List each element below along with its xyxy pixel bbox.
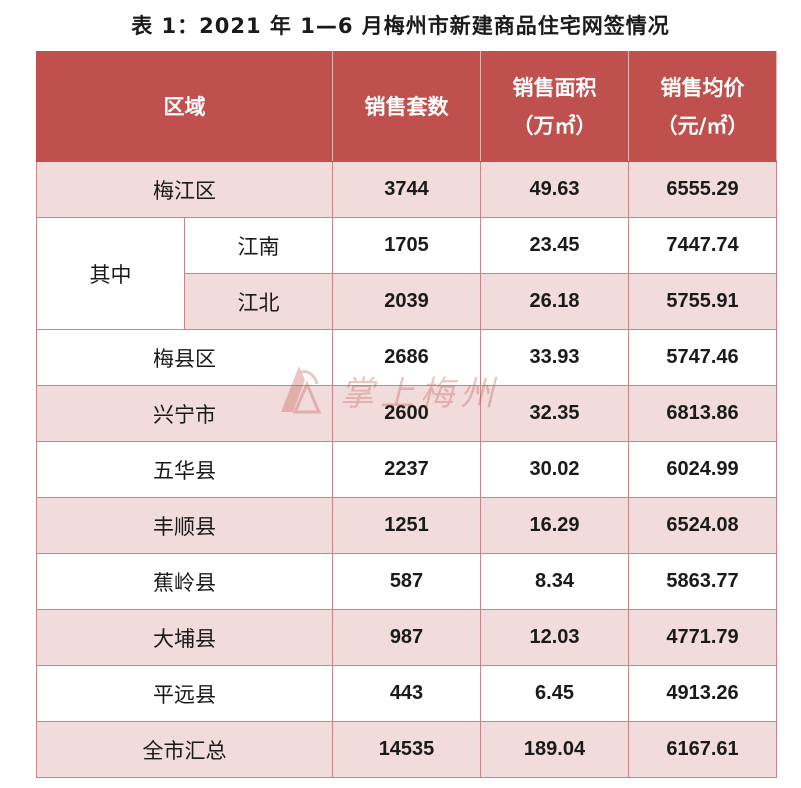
price-cell: 6524.08	[628, 497, 777, 554]
sets-cell: 14535	[332, 721, 481, 778]
table-row: 全市汇总 14535 189.04 6167.61	[36, 721, 777, 778]
region-cell: 五华县	[36, 441, 333, 498]
sets-cell: 2686	[332, 329, 481, 386]
price-cell: 7447.74	[628, 217, 777, 274]
header-region: 区域	[36, 51, 333, 162]
area-cell: 49.63	[480, 161, 629, 218]
sets-cell: 3744	[332, 161, 481, 218]
region-cell: 大埔县	[36, 609, 333, 666]
region-cell: 蕉岭县	[36, 553, 333, 610]
header-sets: 销售套数	[332, 51, 481, 162]
sets-cell: 443	[332, 665, 481, 722]
header-area: 销售面积 （万㎡）	[480, 51, 629, 162]
table-row: 江北 2039 26.18 5755.91	[37, 273, 777, 330]
region-cell: 江北	[184, 273, 333, 330]
area-cell: 12.03	[480, 609, 629, 666]
header-row: 区域 销售套数 销售面积 （万㎡） 销售均价 （元/㎡）	[36, 51, 777, 162]
area-cell: 33.93	[480, 329, 629, 386]
table-row: 梅县区 2686 33.93 5747.46	[36, 329, 777, 386]
area-cell: 8.34	[480, 553, 629, 610]
price-cell: 6555.29	[628, 161, 777, 218]
table-row: 丰顺县 1251 16.29 6524.08	[36, 497, 777, 554]
price-cell: 4913.26	[628, 665, 777, 722]
sub-group-label: 其中	[36, 217, 185, 330]
table-row: 大埔县 987 12.03 4771.79	[36, 609, 777, 666]
area-cell: 23.45	[480, 217, 629, 274]
table-row: 兴宁市 2600 32.35 6813.86	[36, 385, 777, 442]
sales-table: 区域 销售套数 销售面积 （万㎡） 销售均价 （元/㎡） 梅江区 3744 49…	[36, 51, 777, 778]
region-cell: 梅江区	[36, 161, 333, 218]
region-cell: 平远县	[36, 665, 333, 722]
region-cell: 江南	[184, 217, 333, 274]
price-cell: 5747.46	[628, 329, 777, 386]
table-title: 表 1：2021 年 1—6 月梅州市新建商品住宅网签情况	[131, 14, 670, 38]
sets-cell: 987	[332, 609, 481, 666]
table-row: 其中 江南 1705 23.45 7447.74	[36, 217, 777, 330]
price-cell: 5863.77	[628, 553, 777, 610]
area-cell: 26.18	[480, 273, 629, 330]
region-cell: 丰顺县	[36, 497, 333, 554]
area-cell: 6.45	[480, 665, 629, 722]
sets-cell: 2237	[332, 441, 481, 498]
area-cell: 32.35	[480, 385, 629, 442]
table-row: 蕉岭县 587 8.34 5863.77	[36, 553, 777, 610]
sets-cell: 1705	[332, 217, 481, 274]
table-row: 五华县 2237 30.02 6024.99	[36, 441, 777, 498]
sets-cell: 2600	[332, 385, 481, 442]
table-row: 平远县 443 6.45 4913.26	[36, 665, 777, 722]
region-cell: 全市汇总	[36, 721, 333, 778]
region-cell: 梅县区	[36, 329, 333, 386]
price-cell: 4771.79	[628, 609, 777, 666]
area-cell: 16.29	[480, 497, 629, 554]
region-cell: 兴宁市	[36, 385, 333, 442]
table-row: 梅江区 3744 49.63 6555.29	[36, 161, 777, 218]
area-cell: 30.02	[480, 441, 629, 498]
sets-cell: 2039	[332, 273, 481, 330]
sets-cell: 587	[332, 553, 481, 610]
header-price: 销售均价 （元/㎡）	[628, 51, 777, 162]
price-cell: 5755.91	[628, 273, 777, 330]
price-cell: 6167.61	[628, 721, 777, 778]
price-cell: 6813.86	[628, 385, 777, 442]
price-cell: 6024.99	[628, 441, 777, 498]
sets-cell: 1251	[332, 497, 481, 554]
area-cell: 189.04	[480, 721, 629, 778]
